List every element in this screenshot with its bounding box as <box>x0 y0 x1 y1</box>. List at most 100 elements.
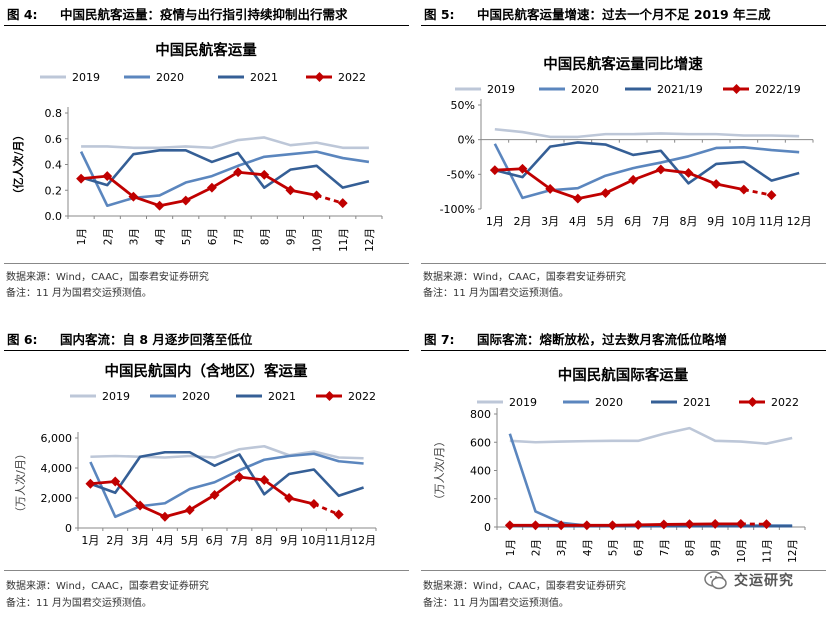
y-tick-label: 4,000 <box>41 462 73 475</box>
x-tick-label: 2月 <box>102 228 114 245</box>
x-tick-label: 4月 <box>582 539 594 556</box>
data-point-2022/19 <box>490 165 500 175</box>
source-note: 数据来源：Wind，CAAC，国泰君安证券研究 <box>423 577 626 592</box>
data-point-2022 <box>85 479 95 489</box>
x-tick-label: 6月 <box>207 228 219 245</box>
y-tick-label: 200 <box>470 493 491 506</box>
y-tick-label: 2,000 <box>41 492 73 505</box>
series-line-forecast-2022 <box>317 195 343 203</box>
x-tick-label: 6月 <box>206 534 224 547</box>
legend-label-2021: 2021 <box>250 71 278 84</box>
chart-title: 中国民航国内（含地区）客运量 <box>105 362 308 380</box>
data-point-2022 <box>76 174 86 184</box>
x-tick-label: 7月 <box>230 534 248 547</box>
x-tick-label: 2月 <box>106 534 124 547</box>
x-tick-label: 12月 <box>787 215 812 228</box>
data-point-2022 <box>685 519 695 529</box>
figure-title: 国内客流：自 8 月逐步回落至低位 <box>60 330 252 350</box>
x-tick-label: 5月 <box>181 228 193 245</box>
legend-label-2021: 2021 <box>683 396 711 409</box>
x-tick-label: 10月 <box>301 534 326 547</box>
y-axis-title: （万人次/月） <box>432 436 446 506</box>
series-line-2022 <box>90 477 314 517</box>
legend-label-2021: 2021 <box>268 390 296 403</box>
y-tick-label: 50% <box>451 99 475 112</box>
divider <box>4 570 409 571</box>
x-tick-label: 3月 <box>131 534 149 547</box>
x-tick-label: 10月 <box>312 228 324 252</box>
x-tick-label: 11月 <box>759 215 784 228</box>
chart-title: 中国民航客运量同比增速 <box>543 55 703 73</box>
figure-title: 国际客流：熔断放松，过去数月客流低位略增 <box>477 330 727 350</box>
passenger-growth-chart: 中国民航客运量同比增速 2019 2020 2021/19 2022/19 -100% -5… <box>421 31 826 263</box>
data-point-2022 <box>608 520 618 530</box>
data-point-2022/19 <box>711 179 721 189</box>
remark-note: 备注：11 月为国君交运预测值。 <box>423 594 569 609</box>
y-tick-label: 0.0 <box>45 210 63 223</box>
series-line-2021 <box>81 150 369 187</box>
data-point-2022/19 <box>739 185 749 195</box>
y-tick-label: 6,000 <box>41 432 73 445</box>
series-line-forecast-2022/19 <box>744 190 772 196</box>
series-line-2022 <box>510 524 741 525</box>
data-point-2022 <box>505 520 515 530</box>
x-tick-label: 9月 <box>280 534 298 547</box>
x-tick-label: 6月 <box>633 539 645 556</box>
data-point-2022 <box>155 201 165 211</box>
data-point-2022/19 <box>684 168 694 178</box>
legend-marker-2022 <box>325 391 335 401</box>
x-tick-label: 5月 <box>181 534 199 547</box>
y-tick-label: -50% <box>447 168 475 181</box>
x-tick-label: 8月 <box>680 215 698 228</box>
legend-label-2019: 2019 <box>509 396 537 409</box>
x-tick-label: 1月 <box>81 534 99 547</box>
series-line-forecast-2022 <box>314 504 339 515</box>
legend-label-2021/19: 2021/19 <box>657 83 703 96</box>
x-tick-label: 4月 <box>569 215 587 228</box>
figure-title: 中国民航客运量：疫情与出行指引持续抑制出行需求 <box>60 5 348 25</box>
data-point-2022 <box>762 519 772 529</box>
figure-label: 图 7: <box>424 330 455 350</box>
x-tick-label: 12月 <box>787 539 799 563</box>
figure-label: 图 4: <box>7 5 38 25</box>
x-tick-label: 7月 <box>233 228 245 245</box>
y-tick-label: 400 <box>470 465 491 478</box>
x-tick-label: 12月 <box>364 228 376 252</box>
y-tick-label: 0.2 <box>45 184 63 197</box>
remark-note: 备注：11 月为国君交运预测值。 <box>6 284 152 299</box>
legend-label-2020: 2020 <box>595 396 623 409</box>
data-point-2022 <box>531 520 541 530</box>
data-point-2022 <box>659 520 669 530</box>
legend-label-2020: 2020 <box>182 390 210 403</box>
y-tick-label: 0 <box>484 521 491 534</box>
x-tick-label: 11月 <box>762 539 774 563</box>
x-tick-label: 12月 <box>351 534 376 547</box>
data-point-2022 <box>312 190 322 200</box>
x-tick-label: 10月 <box>736 539 748 563</box>
y-tick-label: -100% <box>440 203 475 216</box>
x-tick-label: 5月 <box>608 539 620 556</box>
x-tick-label: 11月 <box>326 534 351 547</box>
figure-header: 图 6: 国内客流：自 8 月逐步回落至低位 <box>4 330 409 351</box>
legend-label-2019: 2019 <box>487 83 515 96</box>
x-tick-label: 7月 <box>652 215 670 228</box>
figure-label: 图 6: <box>7 330 38 350</box>
series-line-2020 <box>510 434 792 526</box>
y-axis-title: （万人次/月） <box>13 448 27 518</box>
x-tick-label: 5月 <box>597 215 615 228</box>
legend-label-2020: 2020 <box>571 83 599 96</box>
series-line-2019 <box>495 129 799 137</box>
legend-label-2022/19: 2022/19 <box>755 83 801 96</box>
data-point-2022 <box>582 520 592 530</box>
remark-note: 备注：11 月为国君交运预测值。 <box>423 284 569 299</box>
data-point-2022 <box>334 510 344 520</box>
x-tick-label: 11月 <box>338 228 350 252</box>
divider <box>4 263 409 264</box>
source-note: 数据来源：Wind，CAAC，国泰君安证券研究 <box>6 577 209 592</box>
figure-header: 图 4: 中国民航客运量：疫情与出行指引持续抑制出行需求 <box>4 5 409 26</box>
